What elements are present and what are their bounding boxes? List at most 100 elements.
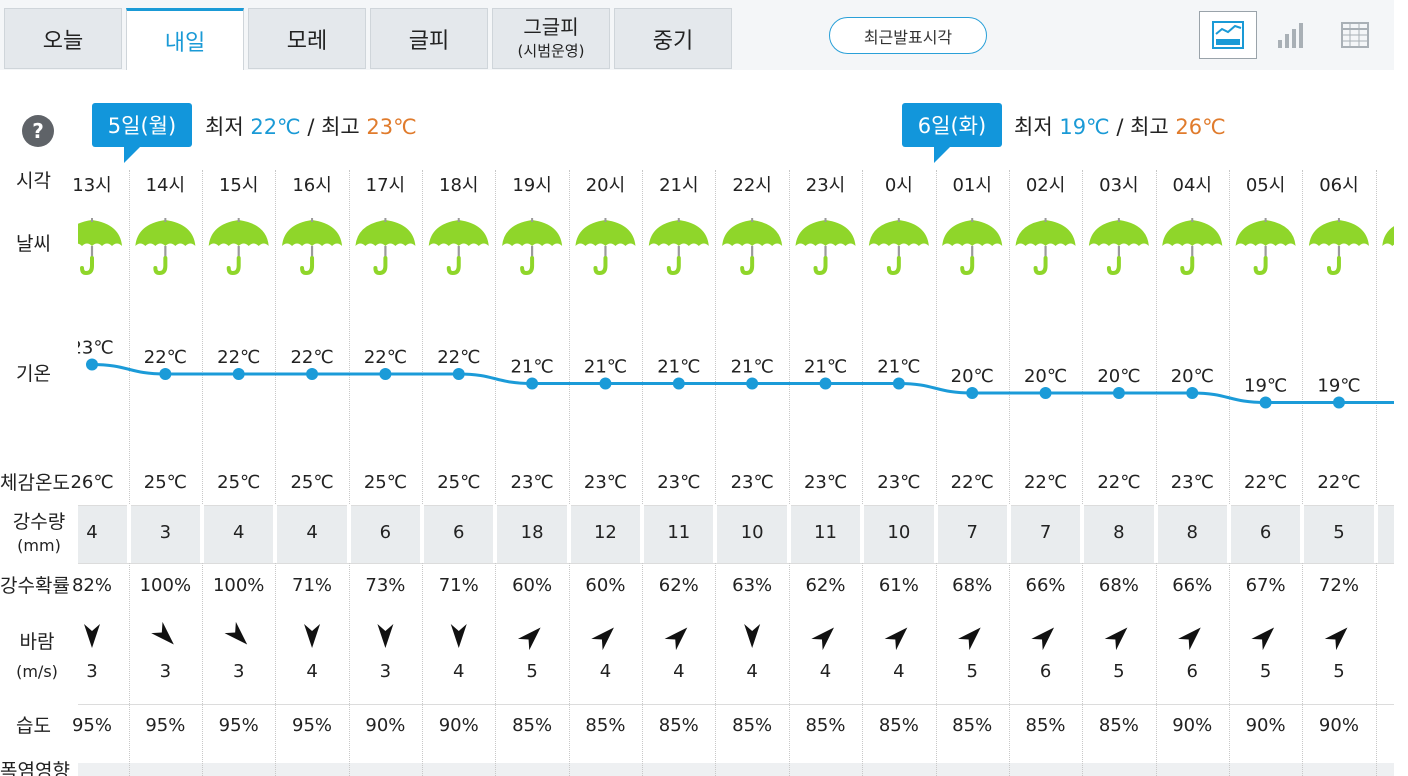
hour-label: 01시 xyxy=(952,175,992,196)
humidity: 85% xyxy=(878,715,919,736)
column-divider xyxy=(862,170,863,776)
wind-direction-icon xyxy=(744,624,761,648)
rain-probability: 100% xyxy=(139,575,192,596)
hour-label: 13시 xyxy=(72,175,112,196)
latest-announcement-button[interactable]: 최근발표시각 xyxy=(829,17,987,54)
temperature-label: 21℃ xyxy=(584,357,627,378)
hour-label: 03시 xyxy=(1099,175,1139,196)
column-divider xyxy=(349,170,350,776)
temperature-point xyxy=(86,358,98,371)
feel-temp: 23℃ xyxy=(1170,472,1214,493)
rain-probability: 82% xyxy=(71,575,112,596)
rain-probability: 60% xyxy=(585,575,626,596)
wind-direction-icon xyxy=(884,627,908,651)
rain-amount: 6 xyxy=(453,522,465,543)
temperature-label: 22℃ xyxy=(217,347,260,368)
rain-amount: 4 xyxy=(232,522,245,543)
wind-direction-icon xyxy=(224,621,248,645)
rain-cell-separator xyxy=(347,505,351,563)
temperature-label: 22℃ xyxy=(437,347,480,368)
tab-3[interactable]: 글피 xyxy=(370,8,488,69)
tab-0[interactable]: 오늘 xyxy=(4,8,122,69)
humidity: 85% xyxy=(952,715,993,736)
rain-probability: 100% xyxy=(212,575,265,596)
rain-cell-separator xyxy=(1227,505,1231,563)
temperature-point xyxy=(452,368,465,380)
graph-view-button[interactable] xyxy=(1199,11,1257,59)
tab-5[interactable]: 중기 xyxy=(614,8,732,69)
bottom-row-background xyxy=(78,763,1394,776)
umbrella-rain-icon xyxy=(428,218,489,276)
rain-cell-separator xyxy=(273,505,277,563)
column-divider xyxy=(1376,170,1377,776)
umbrella-rain-icon xyxy=(135,218,196,276)
temperature-point xyxy=(1039,387,1052,399)
feel-temp: 25℃ xyxy=(217,472,261,493)
umbrella-rain-icon xyxy=(78,218,122,276)
rain-label: 강수량 xyxy=(12,511,66,533)
wind-speed: 5 xyxy=(1113,661,1125,682)
table-view-button[interactable] xyxy=(1326,11,1384,59)
humidity: 95% xyxy=(218,715,259,736)
wind-direction-icon xyxy=(377,624,394,648)
min-temp: 19℃ xyxy=(1059,115,1110,139)
rain-cell-separator xyxy=(1154,505,1158,563)
rain-cell-separator xyxy=(1374,505,1378,563)
humidity: 85% xyxy=(1025,715,1066,736)
wind-direction-icon xyxy=(517,627,541,651)
bar-view-button[interactable] xyxy=(1262,11,1320,59)
temperature-point xyxy=(379,368,392,380)
wind-direction-icon xyxy=(1104,627,1128,651)
wind-speed: 3 xyxy=(86,661,98,682)
umbrella-rain-icon xyxy=(208,218,269,276)
hour-label: 23시 xyxy=(805,175,846,196)
column-divider xyxy=(1302,170,1303,776)
temperature-point xyxy=(1332,396,1345,409)
help-button[interactable]: ? xyxy=(22,115,54,147)
feel-temp: 22℃ xyxy=(1317,472,1361,493)
rain-probability: 72% xyxy=(1318,575,1359,596)
day-summary-2: 최저 19℃ / 최고 26℃ xyxy=(1014,111,1226,141)
rain-amount: 4 xyxy=(306,522,318,543)
wind-speed: 5 xyxy=(1259,661,1272,682)
hour-label: 14시 xyxy=(145,175,186,196)
wind-direction-icon xyxy=(1178,627,1201,651)
umbrella-rain-icon xyxy=(648,218,709,276)
rain-cell-separator xyxy=(713,505,717,563)
humidity: 85% xyxy=(805,715,846,736)
umbrella-rain-icon xyxy=(355,218,416,276)
tab-label: 그글피 xyxy=(523,14,579,39)
wind-speed: 3 xyxy=(379,661,392,682)
temperature-label: 21℃ xyxy=(804,357,847,378)
rain-amount: 11 xyxy=(814,522,837,543)
row-label-time: 시각 xyxy=(16,170,51,192)
rain-probability: 68% xyxy=(952,575,993,596)
wind-direction-icon xyxy=(958,627,981,651)
rain-probability: 62% xyxy=(805,575,846,596)
max-label: 최고 xyxy=(1130,115,1169,139)
wind-direction-icon xyxy=(1251,627,1275,651)
temperature-label: 19℃ xyxy=(1244,376,1287,397)
hour-label: 06시 xyxy=(1319,175,1359,196)
rain-cell-separator xyxy=(567,505,571,563)
wind-direction-icon xyxy=(304,624,321,648)
rain-cell-separator xyxy=(860,505,864,563)
rain-probability: 71% xyxy=(292,575,333,596)
umbrella-rain-icon xyxy=(575,218,636,276)
tab-1[interactable]: 내일 xyxy=(126,8,244,70)
max-label: 최고 xyxy=(321,115,360,139)
humidity: 95% xyxy=(71,715,112,736)
day-tag-1: 5일(월) xyxy=(92,103,192,163)
rain-amount: 3 xyxy=(159,522,172,543)
rain-cell-separator xyxy=(127,505,131,563)
feel-temp: 22℃ xyxy=(1097,472,1141,493)
hour-label: 02시 xyxy=(1025,175,1066,196)
column-divider xyxy=(1009,170,1010,776)
umbrella-rain-icon xyxy=(1382,226,1394,246)
row-label-temp: 기온 xyxy=(16,363,51,385)
rain-cell-separator xyxy=(934,505,938,563)
min-label: 최저 xyxy=(1014,115,1053,139)
day-tag-2: 6일(화) xyxy=(902,103,1002,163)
tab-4[interactable]: 그글피 (시범운영) xyxy=(492,8,610,69)
tab-2[interactable]: 모레 xyxy=(248,8,366,69)
